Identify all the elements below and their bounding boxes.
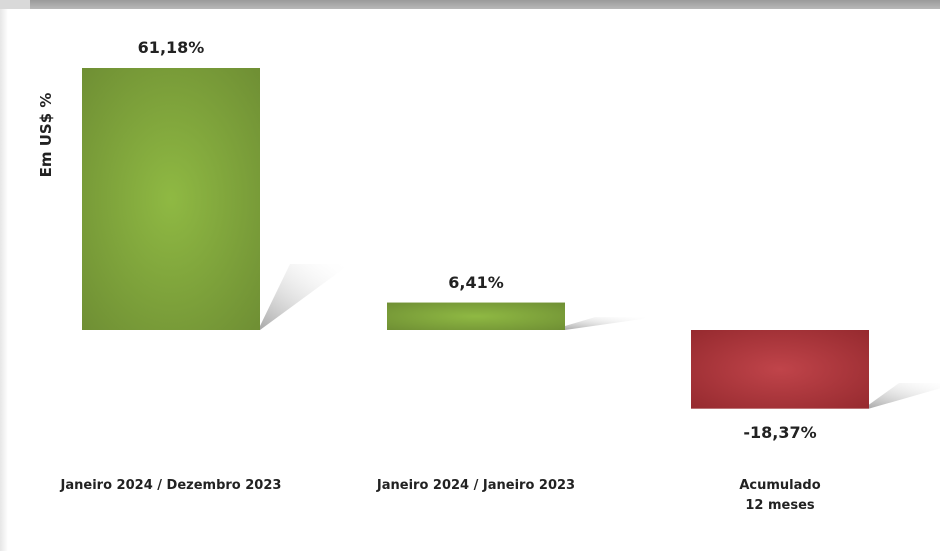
bar: [82, 68, 260, 330]
category-label: Acumulado 12 meses: [739, 478, 821, 513]
data-label: 6,41%: [448, 272, 504, 292]
bars-layer: [82, 68, 940, 409]
left-edge: [0, 9, 8, 551]
data-label: -18,37%: [743, 422, 817, 442]
data-label: 61,18%: [137, 38, 205, 57]
bar: [387, 302, 565, 330]
bar-shadow: [565, 317, 655, 330]
top-border-notch: [0, 0, 30, 9]
category-label: Janeiro 2024 / Janeiro 2023: [376, 478, 576, 493]
top-border: [0, 0, 940, 9]
bar-shadow: [869, 383, 940, 409]
bar: [691, 330, 869, 409]
bar-shadow: [260, 264, 350, 330]
category-label: Janeiro 2024 / Dezembro 2023: [60, 478, 282, 493]
